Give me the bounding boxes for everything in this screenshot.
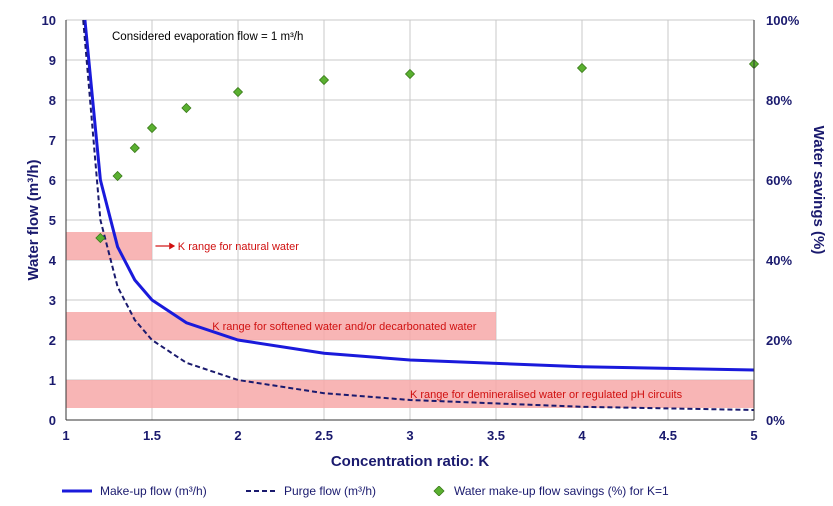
range-band — [66, 312, 496, 340]
x-tick-label: 4 — [578, 428, 586, 443]
legend: Make-up flow (m³/h) Purge flow (m³/h) Wa… — [0, 480, 833, 504]
savings-point — [112, 170, 123, 182]
y-tick-label: 10 — [42, 13, 56, 28]
x-tick-label: 5 — [750, 428, 757, 443]
y2-axis-title: Water savings (%) — [810, 126, 827, 255]
savings-point — [181, 102, 192, 114]
band-arrow-head — [169, 242, 176, 250]
range-band — [66, 380, 754, 408]
savings-point — [129, 142, 140, 154]
legend-item-savings: Water make-up flow savings (%) for K=1 — [432, 484, 669, 498]
legend-diamond-icon — [433, 486, 445, 496]
x-tick-label: 4.5 — [659, 428, 677, 443]
y-tick-label: 2 — [49, 333, 56, 348]
x-tick-label: 3.5 — [487, 428, 505, 443]
legend-label-savings: Water make-up flow savings (%) for K=1 — [454, 484, 669, 498]
range-bands — [66, 232, 754, 408]
y-tick-label: 8 — [49, 93, 56, 108]
y-tick-label: 3 — [49, 293, 56, 308]
y2-tick-label: 40% — [766, 253, 792, 268]
y-tick-label: 9 — [49, 53, 56, 68]
x-axis-title: Concentration ratio: K — [331, 453, 490, 470]
x-tick-label: 2.5 — [315, 428, 333, 443]
savings-point — [146, 122, 158, 134]
y-tick-label: 4 — [49, 253, 57, 268]
legend-item-purge: Purge flow (m³/h) — [246, 484, 376, 498]
legend-item-makeup: Make-up flow (m³/h) — [62, 484, 207, 498]
savings-point — [404, 68, 416, 80]
axes: 1 1.5 2 2.5 3 3.5 4 4.5 50123456789100%20%40%60%… — [42, 13, 800, 443]
y-tick-label: 1 — [49, 373, 56, 388]
y-tick-label: 5 — [49, 213, 56, 228]
savings-point — [318, 74, 330, 86]
y2-tick-label: 20% — [766, 333, 792, 348]
y2-tick-label: 100% — [766, 13, 800, 28]
savings-point — [95, 232, 106, 244]
y2-tick-label: 80% — [766, 93, 792, 108]
legend-solid-line-icon — [62, 489, 92, 493]
series: K range for natural water K range for sof… — [82, 19, 760, 411]
savings-point — [576, 62, 588, 74]
y2-tick-label: 0% — [766, 413, 785, 428]
y-tick-label: 6 — [49, 173, 56, 188]
x-tick-label: 3 — [406, 428, 413, 443]
evaporation-note: Considered evaporation flow = 1 m³/h — [112, 31, 303, 43]
y-tick-label: 7 — [49, 133, 56, 148]
y-tick-label: 0 — [49, 413, 56, 428]
legend-label-makeup: Make-up flow (m³/h) — [100, 484, 207, 498]
range-band — [66, 232, 152, 260]
band-label-demineralised: K range for demineralised water or regul… — [410, 389, 683, 401]
y2-tick-label: 60% — [766, 173, 792, 188]
purge-flow-line — [82, 19, 755, 411]
chart: K range for natural water K range for sof… — [25, 13, 827, 470]
y-axis-title: Water flow (m³/h) — [25, 159, 42, 280]
band-label-natural: K range for natural water — [178, 241, 299, 253]
legend-label-purge: Purge flow (m³/h) — [284, 484, 377, 498]
x-tick-label: 1 — [62, 428, 69, 443]
legend-dashed-line-icon — [246, 490, 276, 492]
makeup-flow-line — [83, 19, 755, 372]
savings-point — [232, 86, 244, 98]
band-label-softened: K range for softened water and/or decarb… — [212, 321, 477, 333]
x-tick-label: 1.5 — [143, 428, 161, 443]
x-tick-label: 2 — [234, 428, 241, 443]
